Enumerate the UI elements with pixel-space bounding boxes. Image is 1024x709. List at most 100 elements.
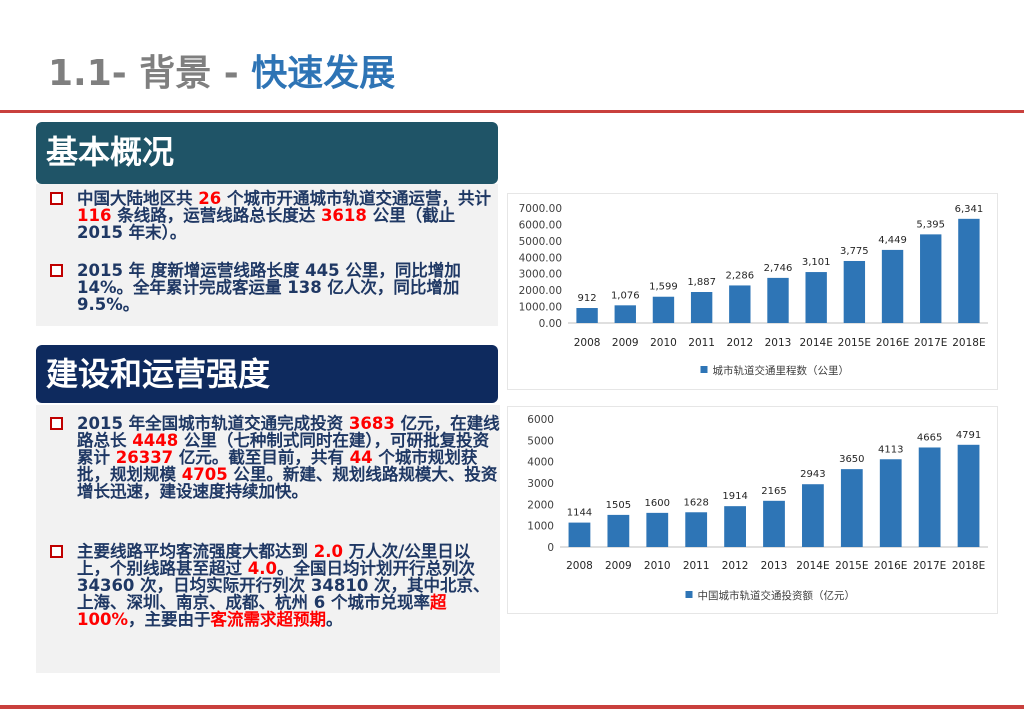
data-label: 1600 [645,498,670,509]
y-tick-label: 4000 [527,457,554,469]
data-label: 1,599 [649,282,678,293]
y-tick-label: 0 [547,542,554,554]
data-label: 1144 [567,508,592,519]
data-label: 1,076 [611,290,640,301]
x-tick-label: 2011 [683,560,710,572]
x-tick-label: 2017E [914,337,947,349]
footer-divider [0,705,1024,709]
bar [568,522,591,547]
data-label: 1505 [606,500,631,511]
bar [767,277,789,323]
y-tick-label: 7000.00 [519,203,562,215]
y-tick-label: 0.00 [539,318,562,330]
data-label: 3,775 [840,246,869,257]
checkbox-bullet-icon [50,545,63,558]
data-label: 4665 [917,432,942,443]
y-tick-label: 2000.00 [519,285,562,297]
data-label: 1,887 [687,277,716,288]
x-tick-label: 2010 [644,560,671,572]
bar [957,444,980,547]
data-label: 3,101 [802,257,831,268]
mileage-chart-svg: 0.00 1000.00 2000.00 3000.00 4000.00 5000.00 6… [519,203,988,377]
bullet-item-cities: 中国大陆地区共 26 个城市开通城市轨道交通运营，共计 116 条线路，运营线路… [50,190,498,241]
legend-swatch [685,591,693,598]
data-label: 1628 [683,497,708,508]
x-tick-label: 2018E [952,337,985,349]
y-tick-label: 1000 [527,521,554,533]
bullet-text: 主要线路平均客流强度大都达到 2.0 万人次/公里日以上，个别线路甚至超过 4.… [77,542,490,629]
x-tick-label: 2013 [761,560,788,572]
x-tick-label: 2013 [765,337,792,349]
section-heading-construction: 建设和运营强度 [36,345,498,403]
investment-chart: 0 1000 2000 3000 4000 5000 6000 1144 2008 1505 200… [507,406,998,614]
data-label: 912 [578,293,597,304]
title-prefix: 1.1- 背景 - [48,53,252,94]
section-heading-overview: 基本概况 [36,122,498,184]
y-tick-label: 5000.00 [519,236,562,248]
bar [724,506,746,547]
y-tick-label: 6000 [527,414,554,426]
bar [646,512,669,547]
bullet-item-investment: 2015 年全国城市轨道交通完成投资 3683 亿元，在建线路总长 4448 公… [50,415,502,500]
bar [843,260,866,323]
y-tick-label: 5000 [527,435,554,447]
y-tick-label: 2000 [527,499,554,511]
x-tick-label: 2014E [796,560,829,572]
x-tick-label: 2011 [688,337,715,349]
legend-label: 中国城市轨道交通投资额（亿元） [698,589,856,602]
bar [920,234,942,323]
bar [918,447,941,547]
title-accent: 快速发展 [251,53,396,94]
bullet-text: 中国大陆地区共 26 个城市开通城市轨道交通运营，共计 116 条线路，运营线路… [77,189,491,242]
x-tick-label: 2008 [566,560,593,572]
x-tick-label: 2015E [835,560,868,572]
bar [685,512,708,547]
data-label: 3650 [839,454,864,465]
bullet-text: 2015 年 度新增运营线路长度 445 公里，同比增加 14%。全年累计完成客… [77,261,461,314]
legend-label: 城市轨道交通里程数（公里） [713,364,850,377]
bar [879,459,902,547]
x-tick-label: 2015E [838,337,871,349]
x-tick-label: 2009 [605,560,632,572]
x-tick-label: 2010 [650,337,677,349]
bullet-text: 2015 年全国城市轨道交通完成投资 3683 亿元，在建线路总长 4448 公… [77,414,500,501]
x-tick-label: 2016E [874,560,907,572]
data-label: 6,341 [955,204,984,215]
x-tick-label: 2009 [612,337,639,349]
y-tick-label: 6000.00 [519,219,562,231]
x-tick-label: 2018E [952,560,985,572]
checkbox-bullet-icon [50,264,63,277]
legend-swatch [700,366,708,373]
checkbox-bullet-icon [50,192,63,205]
data-label: 2943 [800,469,825,480]
construction-panel: 2015 年全国城市轨道交通完成投资 3683 亿元，在建线路总长 4448 公… [36,405,500,673]
page-title: 1.1- 背景 - 快速发展 [48,44,395,96]
bar [607,514,630,547]
x-tick-label: 2014E [800,337,833,349]
bullet-item-new-length: 2015 年 度新增运营线路长度 445 公里，同比增加 14%。全年累计完成客… [50,262,498,313]
bar [576,308,598,323]
checkbox-bullet-icon [50,417,63,430]
y-tick-label: 4000.00 [519,252,562,264]
data-label: 2,746 [764,263,793,274]
bullet-item-passenger-flow: 主要线路平均客流强度大都达到 2.0 万人次/公里日以上，个别线路甚至超过 4.… [50,543,502,628]
investment-chart-svg: 0 1000 2000 3000 4000 5000 6000 1144 2008 1505 200… [527,414,988,602]
bar [763,500,785,547]
data-label: 4113 [878,444,903,455]
bar [652,296,675,323]
data-label: 4791 [956,430,981,441]
data-label: 1914 [722,491,747,502]
bar [690,291,713,323]
bar [840,469,863,547]
bar [881,249,904,323]
bar [614,305,636,323]
data-label: 5,395 [916,219,945,230]
x-tick-label: 2016E [876,337,909,349]
y-tick-label: 3000.00 [519,269,562,281]
bar [802,484,824,547]
x-tick-label: 2008 [574,337,601,349]
title-divider [0,110,1024,113]
x-tick-label: 2012 [726,337,753,349]
data-label: 2,286 [725,270,754,281]
bar [729,285,751,323]
